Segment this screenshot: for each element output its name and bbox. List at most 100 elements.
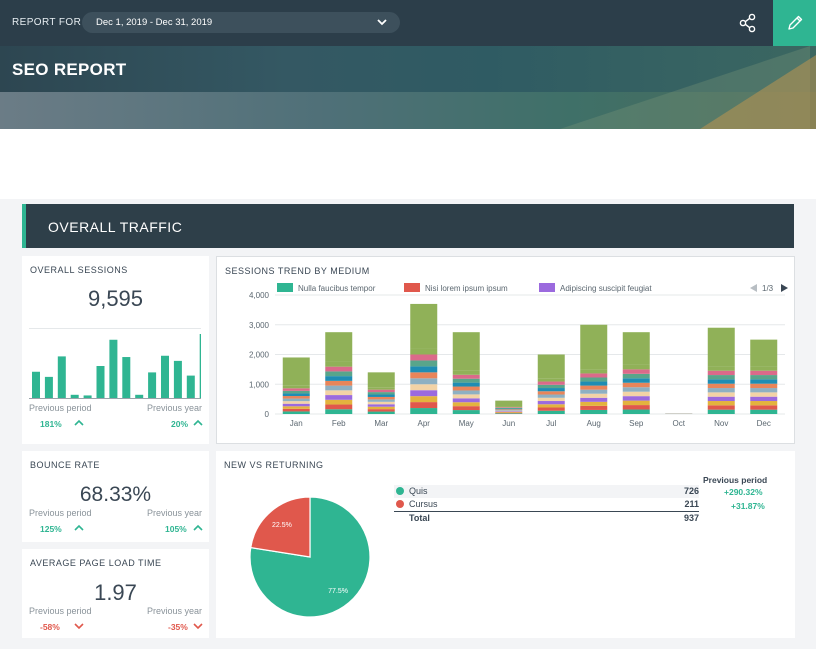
bar-segment[interactable] <box>707 366 735 371</box>
bar-segment[interactable] <box>410 402 438 409</box>
bar-segment[interactable] <box>495 408 523 410</box>
bar-segment[interactable] <box>495 413 523 414</box>
bar-segment[interactable] <box>537 410 565 414</box>
bar-segment[interactable] <box>452 374 480 379</box>
bar-segment[interactable] <box>495 406 523 408</box>
bar-segment[interactable] <box>325 395 353 400</box>
bar-segment[interactable] <box>495 407 523 408</box>
bar-segment[interactable] <box>707 379 735 384</box>
bar-segment[interactable] <box>537 407 565 411</box>
bar-segment[interactable] <box>452 390 480 395</box>
bar-segment[interactable] <box>367 411 395 414</box>
bar-segment[interactable] <box>282 398 310 402</box>
bar-segment[interactable] <box>325 390 353 396</box>
share-button[interactable] <box>733 9 763 37</box>
bar-segment[interactable] <box>580 405 608 410</box>
bar-segment[interactable] <box>580 389 608 394</box>
bar-segment[interactable] <box>622 396 650 401</box>
bar-segment[interactable] <box>707 409 735 414</box>
bar-segment[interactable] <box>410 372 438 379</box>
bar-segment[interactable] <box>282 357 310 386</box>
bar-segment[interactable] <box>367 396 395 400</box>
bar-segment[interactable] <box>367 401 395 405</box>
bar-segment[interactable] <box>707 375 735 380</box>
bar-segment[interactable] <box>367 387 395 390</box>
bar-segment[interactable] <box>750 370 778 376</box>
bar-segment[interactable] <box>410 390 438 397</box>
bar-segment[interactable] <box>580 377 608 382</box>
bar-segment[interactable] <box>495 409 523 411</box>
bar-segment[interactable] <box>707 383 735 389</box>
bar-segment[interactable] <box>495 410 523 412</box>
bar-segment[interactable] <box>282 411 310 414</box>
bar-segment[interactable] <box>707 388 735 393</box>
bar-segment[interactable] <box>537 354 565 379</box>
bar-segment[interactable] <box>452 410 480 414</box>
bar-segment[interactable] <box>410 303 438 349</box>
bar-segment[interactable] <box>622 378 650 383</box>
bar-segment[interactable] <box>580 409 608 414</box>
bar-segment[interactable] <box>750 409 778 414</box>
bar-segment[interactable] <box>580 369 608 374</box>
bar-segment[interactable] <box>495 411 523 412</box>
bar-segment[interactable] <box>622 409 650 414</box>
bar-segment[interactable] <box>707 401 735 406</box>
bar-segment[interactable] <box>622 405 650 410</box>
bar-segment[interactable] <box>495 411 523 413</box>
bar-segment[interactable] <box>367 409 395 412</box>
bar-segment[interactable] <box>750 375 778 380</box>
bar-segment[interactable] <box>707 396 735 402</box>
bar-segment[interactable] <box>580 385 608 390</box>
bar-segment[interactable] <box>367 404 395 407</box>
bar-segment[interactable] <box>622 332 650 365</box>
bar-segment[interactable] <box>282 408 310 412</box>
bar-segment[interactable] <box>325 380 353 386</box>
bar-segment[interactable] <box>495 400 523 407</box>
bar-segment[interactable] <box>367 406 395 410</box>
bar-segment[interactable] <box>452 370 480 375</box>
bar-segment[interactable] <box>750 383 778 389</box>
bar-segment[interactable] <box>325 399 353 405</box>
bar-segment[interactable] <box>537 388 565 392</box>
bar-segment[interactable] <box>622 364 650 370</box>
bar-segment[interactable] <box>622 400 650 406</box>
bar-segment[interactable] <box>452 386 480 391</box>
bar-segment[interactable] <box>580 324 608 370</box>
bar-segment[interactable] <box>410 384 438 391</box>
bar-segment[interactable] <box>325 371 353 377</box>
bar-segment[interactable] <box>452 378 480 383</box>
bar-segment[interactable] <box>537 401 565 405</box>
bar-segment[interactable] <box>537 378 565 382</box>
bar-segment[interactable] <box>325 404 353 410</box>
bar-segment[interactable] <box>367 394 395 397</box>
bar-segment[interactable] <box>410 408 438 414</box>
bar-segment[interactable] <box>410 360 438 367</box>
bar-segment[interactable] <box>622 369 650 374</box>
bar-segment[interactable] <box>622 373 650 379</box>
bar-segment[interactable] <box>750 388 778 393</box>
bar-segment[interactable] <box>410 396 438 403</box>
bar-segment[interactable] <box>495 409 523 410</box>
bar-segment[interactable] <box>282 401 310 404</box>
bar-segment[interactable] <box>622 387 650 392</box>
bar-segment[interactable] <box>750 405 778 410</box>
bar-segment[interactable] <box>580 373 608 378</box>
bar-segment[interactable] <box>452 402 480 407</box>
bar-segment[interactable] <box>282 390 310 394</box>
bar-segment[interactable] <box>537 391 565 395</box>
bar-segment[interactable] <box>325 361 353 367</box>
bar-segment[interactable] <box>537 394 565 398</box>
bar-segment[interactable] <box>580 401 608 406</box>
bar-segment[interactable] <box>580 393 608 398</box>
date-range-select[interactable]: Dec 1, 2019 - Dec 31, 2019 <box>82 12 400 33</box>
edit-button[interactable] <box>773 0 816 46</box>
bar-segment[interactable] <box>537 404 565 408</box>
bar-segment[interactable] <box>282 393 310 397</box>
bar-segment[interactable] <box>410 366 438 373</box>
bar-segment[interactable] <box>367 392 395 395</box>
bar-segment[interactable] <box>537 381 565 385</box>
bar-segment[interactable] <box>707 405 735 410</box>
bar-segment[interactable] <box>750 392 778 397</box>
bar-segment[interactable] <box>495 412 523 414</box>
bar-segment[interactable] <box>537 384 565 389</box>
